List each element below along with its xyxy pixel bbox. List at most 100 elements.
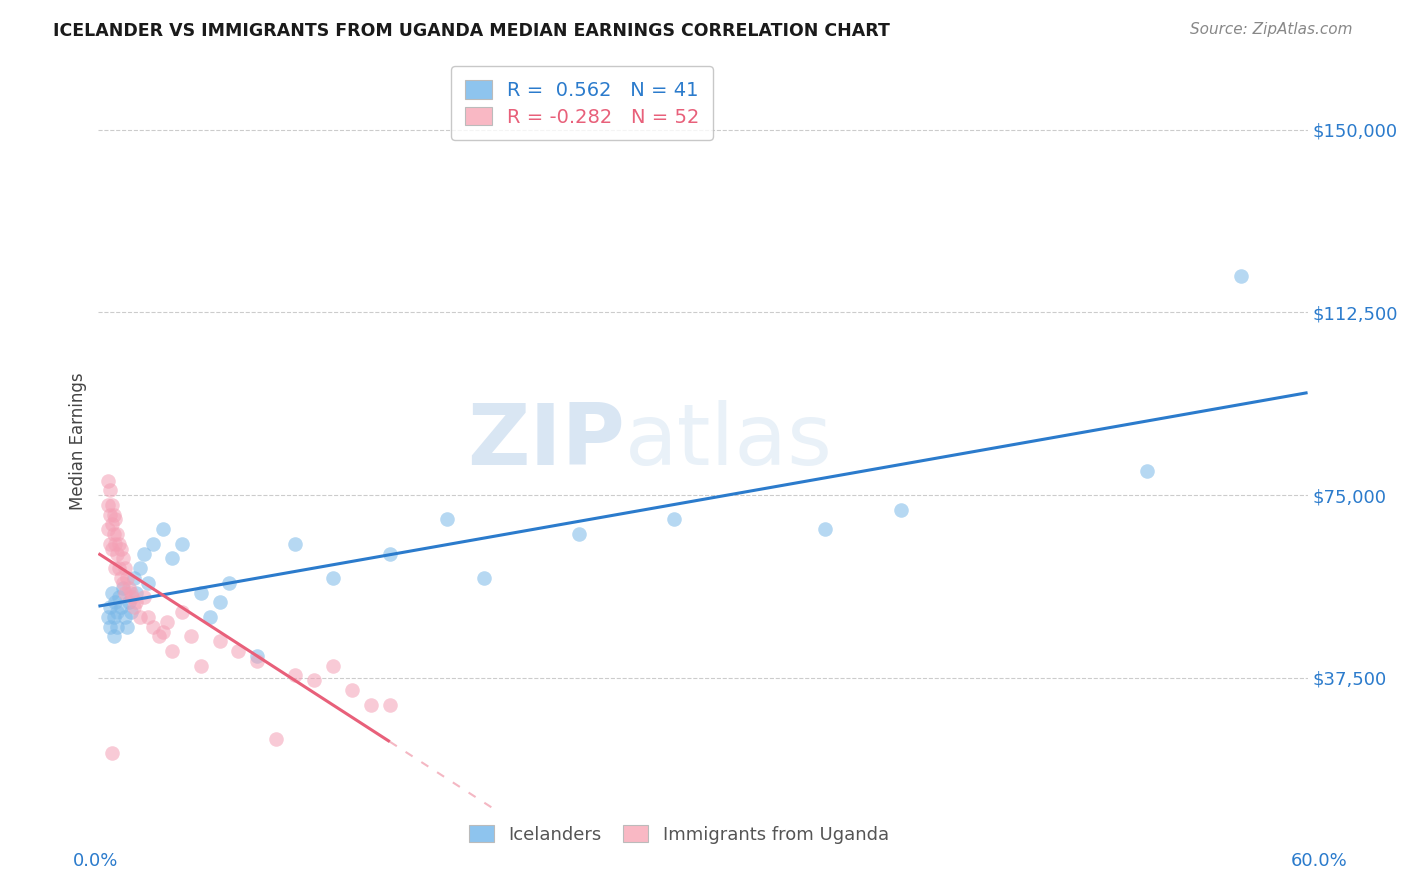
Point: [198, 610, 221, 624]
Point: [170, 605, 193, 619]
Point: [98, 508, 121, 522]
Point: [132, 547, 155, 561]
Point: [1136, 464, 1159, 478]
Point: [208, 595, 231, 609]
Point: [124, 600, 146, 615]
Point: [100, 498, 122, 512]
Point: [110, 541, 132, 556]
Point: [98, 619, 121, 633]
Point: [111, 575, 134, 590]
Point: [436, 512, 458, 526]
Point: [97, 610, 120, 624]
Point: [110, 600, 132, 615]
Text: Source: ZipAtlas.com: Source: ZipAtlas.com: [1189, 22, 1353, 37]
Point: [662, 512, 685, 526]
Point: [108, 561, 131, 575]
Point: [98, 537, 121, 551]
Point: [360, 698, 382, 712]
Point: [115, 571, 138, 585]
Point: [160, 551, 183, 566]
Point: [228, 644, 250, 658]
Point: [97, 498, 120, 512]
Point: [111, 551, 134, 566]
Point: [160, 644, 183, 658]
Point: [378, 547, 401, 561]
Text: ICELANDER VS IMMIGRANTS FROM UGANDA MEDIAN EARNINGS CORRELATION CHART: ICELANDER VS IMMIGRANTS FROM UGANDA MEDI…: [53, 22, 890, 40]
Text: atlas: atlas: [624, 400, 832, 483]
Point: [129, 610, 152, 624]
Point: [105, 605, 128, 619]
Point: [105, 619, 128, 633]
Point: [105, 527, 128, 541]
Point: [378, 698, 401, 712]
Point: [136, 575, 159, 590]
Point: [104, 537, 127, 551]
Point: [105, 547, 128, 561]
Point: [103, 610, 125, 624]
Point: [108, 591, 131, 605]
Point: [190, 585, 212, 599]
Point: [114, 561, 136, 575]
Point: [246, 654, 269, 668]
Point: [120, 605, 142, 619]
Point: [340, 682, 363, 697]
Point: [104, 561, 127, 575]
Point: [111, 581, 134, 595]
Text: 0.0%: 0.0%: [73, 852, 118, 870]
Point: [132, 591, 155, 605]
Point: [152, 522, 174, 536]
Point: [115, 619, 138, 633]
Point: [322, 658, 344, 673]
Point: [118, 581, 141, 595]
Text: ZIP: ZIP: [467, 400, 624, 483]
Point: [302, 673, 325, 688]
Point: [98, 600, 121, 615]
Point: [136, 610, 159, 624]
Point: [125, 585, 148, 599]
Point: [118, 595, 141, 609]
Point: [322, 571, 344, 585]
Point: [103, 629, 125, 643]
Point: [108, 537, 131, 551]
Point: [284, 537, 307, 551]
Point: [568, 527, 591, 541]
Point: [266, 731, 288, 746]
Point: [100, 517, 122, 532]
Point: [97, 474, 120, 488]
Point: [474, 571, 496, 585]
Point: [142, 619, 165, 633]
Point: [152, 624, 174, 639]
Point: [129, 561, 152, 575]
Point: [1230, 268, 1253, 283]
Point: [284, 668, 307, 682]
Point: [170, 537, 193, 551]
Point: [100, 585, 122, 599]
Point: [104, 595, 127, 609]
Point: [190, 658, 212, 673]
Point: [890, 502, 912, 516]
Point: [100, 746, 122, 760]
Y-axis label: Median Earnings: Median Earnings: [69, 373, 87, 510]
Point: [121, 591, 143, 605]
Text: 60.0%: 60.0%: [1291, 852, 1347, 870]
Point: [208, 634, 231, 648]
Point: [120, 585, 142, 599]
Point: [218, 575, 240, 590]
Point: [124, 571, 146, 585]
Point: [103, 508, 125, 522]
Point: [180, 629, 202, 643]
Point: [114, 610, 136, 624]
Point: [104, 512, 127, 526]
Point: [103, 527, 125, 541]
Point: [148, 629, 170, 643]
Point: [155, 615, 177, 629]
Point: [100, 541, 122, 556]
Point: [246, 648, 269, 663]
Point: [97, 522, 120, 536]
Point: [98, 483, 121, 498]
Point: [814, 522, 837, 536]
Point: [110, 571, 132, 585]
Point: [114, 585, 136, 599]
Legend: Icelanders, Immigrants from Uganda: Icelanders, Immigrants from Uganda: [461, 818, 896, 851]
Point: [142, 537, 165, 551]
